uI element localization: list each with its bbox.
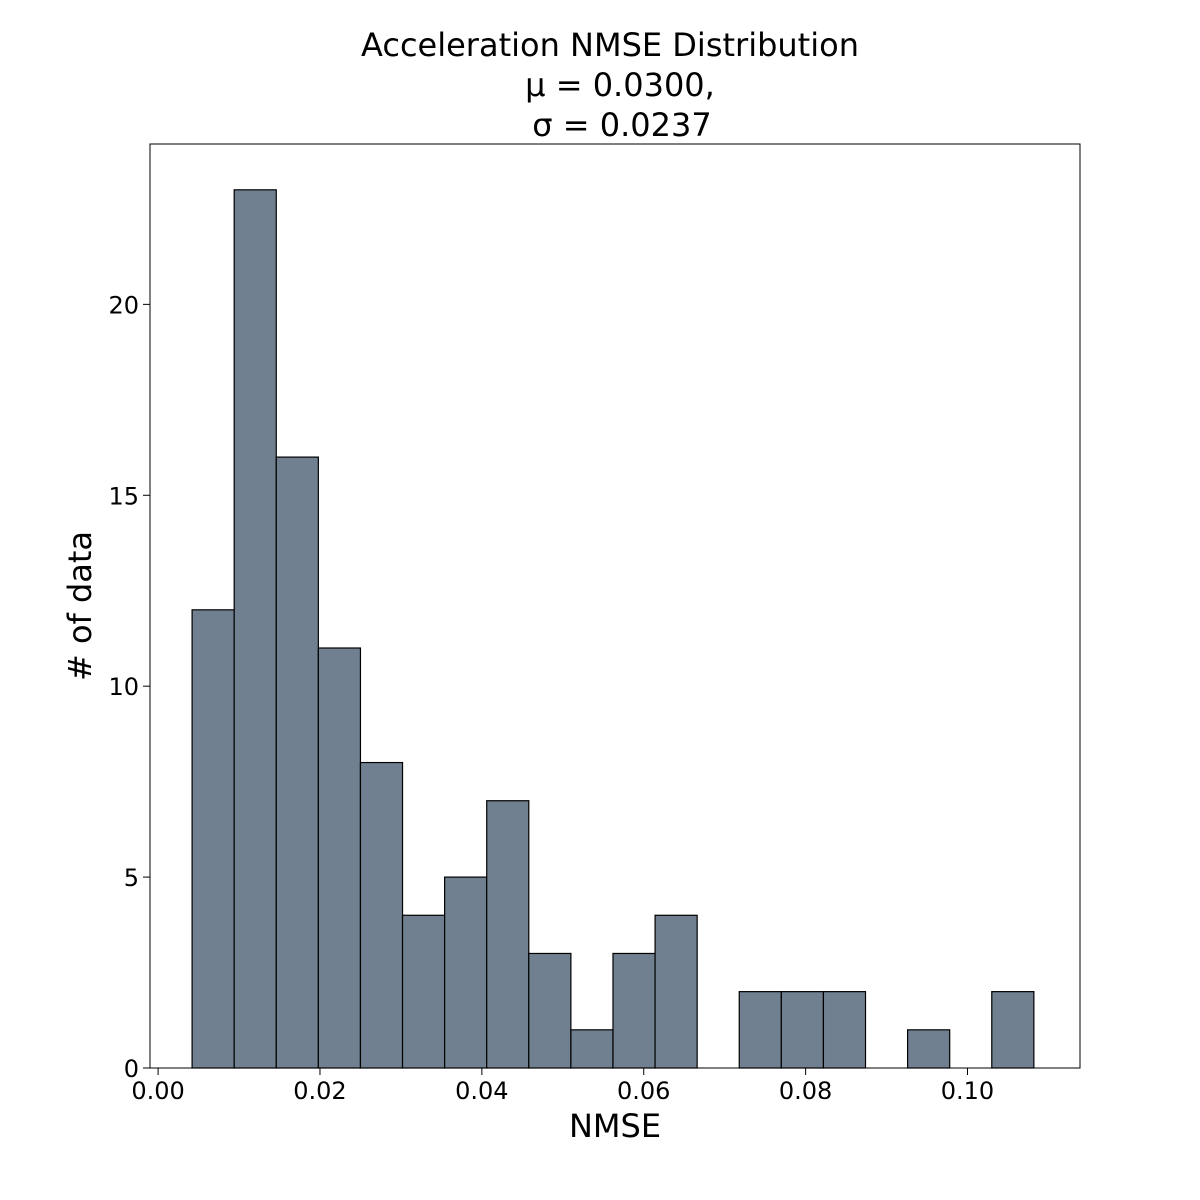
y-axis-label: # of data	[61, 531, 99, 681]
x-tick-label: 0.06	[617, 1077, 670, 1105]
histogram-bar	[654, 914, 698, 1069]
x-tick-label: 0.10	[941, 1077, 994, 1105]
histogram-bar	[570, 1029, 614, 1069]
histogram-bar	[444, 876, 488, 1069]
bars-group	[191, 189, 1035, 1069]
y-tick-label: 5	[124, 864, 139, 892]
x-axis-ticks: 0.00 0.02 0.04 0.06 0.08 0.10	[131, 1068, 994, 1105]
y-tick-label: 10	[108, 673, 139, 701]
histogram-bar	[612, 952, 656, 1069]
histogram-bar	[822, 991, 867, 1069]
y-tick-label: 15	[108, 482, 139, 510]
x-tick-label: 0.04	[455, 1077, 508, 1105]
histogram-bar	[528, 952, 572, 1069]
x-tick-label: 0.00	[131, 1077, 184, 1105]
x-tick-label: 0.08	[779, 1077, 832, 1105]
y-tick-label: 0	[124, 1055, 139, 1083]
histogram-bar	[486, 800, 530, 1069]
chart-subtitle-sigma: σ = 0.0237	[532, 106, 711, 144]
histogram-bar	[906, 1029, 951, 1069]
x-axis-label: NMSE	[569, 1107, 661, 1145]
histogram-bar	[317, 647, 362, 1069]
x-tick-label: 0.02	[293, 1077, 346, 1105]
histogram-bar	[233, 189, 277, 1069]
plot-frame	[149, 143, 1081, 1069]
histogram-bar	[275, 456, 319, 1069]
histogram-bar	[780, 991, 825, 1069]
histogram-bar	[191, 609, 235, 1069]
histogram-bar	[738, 991, 782, 1069]
y-axis-ticks: 0 5 10 15 20	[108, 291, 150, 1083]
y-tick-label: 20	[108, 291, 139, 319]
chart-subtitle-mu: μ = 0.0300,	[525, 66, 715, 104]
histogram-bar	[359, 761, 404, 1069]
histogram-bar	[991, 991, 1035, 1069]
chart-title: Acceleration NMSE Distribution	[361, 26, 859, 64]
histogram-bar	[401, 914, 446, 1069]
